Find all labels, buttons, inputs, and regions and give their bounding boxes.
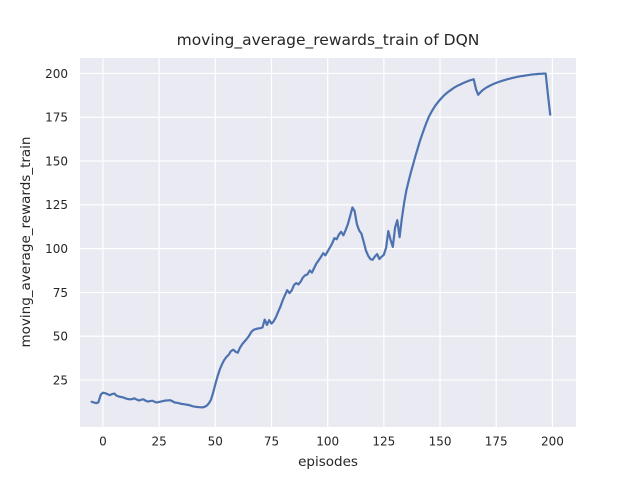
y-tick-label: 50 <box>53 330 68 344</box>
x-tick-label: 50 <box>208 435 223 449</box>
x-tick-label: 25 <box>151 435 166 449</box>
x-tick-label: 175 <box>485 435 508 449</box>
x-tick-label: 100 <box>316 435 339 449</box>
y-tick-label: 25 <box>53 373 68 387</box>
y-tick-label: 125 <box>45 198 68 212</box>
x-axis-label: episodes <box>298 454 358 470</box>
y-tick-label: 100 <box>45 242 68 256</box>
x-tick-label: 200 <box>541 435 564 449</box>
x-tick-label: 150 <box>429 435 452 449</box>
chart-title: moving_average_rewards_train of DQN <box>176 31 480 49</box>
x-tick-label: 125 <box>372 435 395 449</box>
y-tick-label: 200 <box>45 67 68 81</box>
x-tick-label: 0 <box>99 435 107 449</box>
y-tick-label: 150 <box>45 154 68 168</box>
y-tick-label: 75 <box>53 286 68 300</box>
series-line <box>90 72 552 409</box>
y-axis-label: moving_average_rewards_train <box>18 136 34 348</box>
x-tick-label: 75 <box>264 435 279 449</box>
y-tick-label: 175 <box>45 111 68 125</box>
